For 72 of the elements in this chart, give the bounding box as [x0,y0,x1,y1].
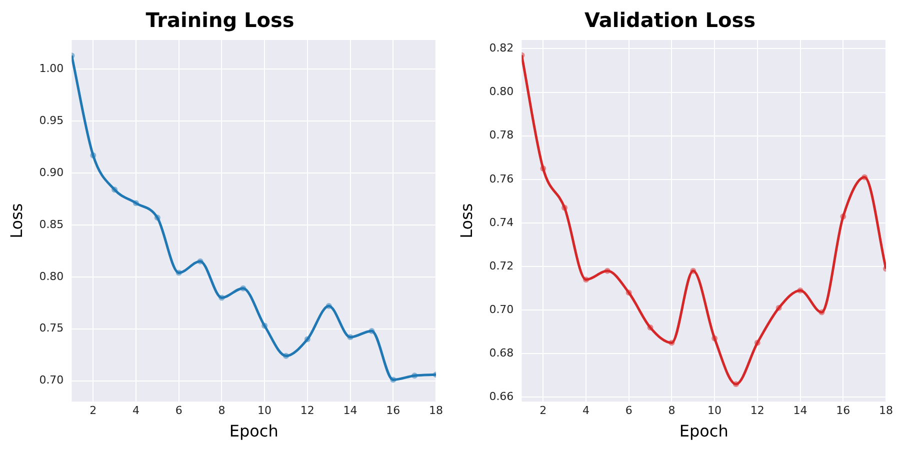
y-tick-label: 0.80 [489,85,514,98]
point [176,270,182,276]
x-axis-title: Epoch [679,422,728,441]
point [732,381,739,388]
x-tick-label: 8 [668,404,676,418]
y-axis-title: Loss [6,203,26,238]
y-tick-label: 0.66 [489,390,514,404]
x-tick-label: 6 [175,404,182,418]
x-tick-label: 6 [625,404,632,418]
y-tick-label: 0.68 [489,346,514,360]
point [304,336,310,342]
point [368,328,375,334]
x-axis-title: Epoch [229,422,278,441]
point [240,285,246,292]
y-axis-title: Loss [456,203,476,238]
y-tick-label: 0.70 [489,302,514,316]
point [754,340,760,346]
x-tick-label: 4 [132,404,140,418]
x-tick-label: 2 [540,404,547,418]
point [818,309,825,316]
x-tick-label: 8 [218,404,226,418]
y-tick-label: 0.85 [39,218,64,231]
y-tick-label: 0.95 [39,114,64,127]
point [582,276,589,283]
y-tick-label: 0.76 [489,172,514,186]
point [347,334,354,340]
y-tick-label: 0.74 [489,216,514,229]
x-tick-label: 10 [708,404,722,418]
point [262,322,268,329]
point [412,372,418,379]
point [690,268,696,274]
y-tick-label: 0.70 [39,374,64,387]
point [326,303,332,310]
y-tick-label: 0.72 [489,259,514,272]
y-tick-label: 0.75 [39,322,64,335]
point [90,152,96,158]
point [218,294,225,301]
point [604,268,610,274]
x-tick-label: 12 [300,404,314,418]
point [282,352,289,359]
point [540,166,546,172]
x-tick-label: 12 [750,404,764,418]
point [197,258,204,264]
x-tick-label: 18 [429,404,443,418]
point [390,376,396,383]
y-tick-label: 0.90 [39,166,64,179]
point [626,290,632,296]
y-tick-label: 0.78 [489,128,514,142]
y-tick-label: 1.00 [39,62,64,75]
y-tick-label: 0.80 [39,270,64,283]
x-tick-label: 14 [343,404,358,418]
point [647,324,654,331]
point [668,340,675,346]
y-tick-label: 0.82 [489,42,514,55]
x-tick-label: 2 [90,404,97,418]
point [712,335,718,342]
x-tick-label: 16 [386,404,400,418]
x-tick-label: 4 [582,404,590,418]
chart-title: Training Loss [146,8,294,32]
x-tick-label: 14 [793,404,808,418]
point [562,204,568,211]
point [776,304,782,311]
x-tick-label: 18 [879,404,893,418]
point [112,186,118,193]
point [862,174,868,180]
x-tick-label: 16 [836,404,850,418]
point [132,200,139,206]
point [797,288,804,294]
point [840,213,846,220]
chart-title: Validation Loss [584,8,756,32]
point [154,214,160,221]
x-tick-label: 10 [258,404,272,418]
